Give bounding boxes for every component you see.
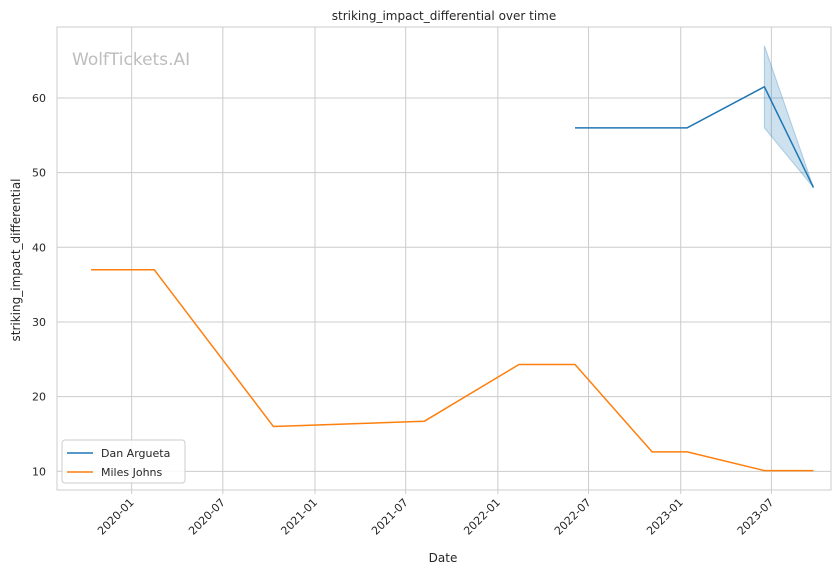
x-tick-label: 2022-01 [461,496,503,538]
watermark-text: WolfTickets.AI [72,50,190,70]
x-tick-label: 2021-01 [278,496,320,538]
y-tick-label: 40 [32,241,46,254]
y-tick-label: 10 [32,465,46,478]
y-tick-label: 60 [32,92,46,105]
series-lines [91,85,815,472]
series-line-0 [575,85,815,188]
x-axis-title: Date [429,551,458,565]
x-tick-label: 2021-07 [369,496,411,538]
plot-area [56,26,832,491]
grid-lines [57,27,831,490]
y-tick-label: 30 [32,316,46,329]
x-tick-label: 2020-07 [186,496,228,538]
y-axis-ticks: 10 20 30 40 50 60 [32,92,46,478]
y-tick-label: 20 [32,391,46,404]
y-tick-label: 50 [32,167,46,180]
x-tick-label: 2022-07 [552,496,594,538]
y-axis-title: striking_impact_differential [9,178,23,341]
x-tick-label: 2020-01 [95,496,137,538]
series-line-1 [91,268,814,472]
x-tick-label: 2023-07 [735,496,777,538]
legend-label: Dan Argueta [101,447,170,460]
chart-title: striking_impact_differential over time [332,9,557,23]
x-axis-ticks: 2020-01 2020-07 2021-01 2021-07 2022-01 2022-… [95,490,777,538]
legend-label: Miles Johns [101,466,163,479]
legend: Dan Argueta Miles Johns [61,439,186,484]
x-tick-label: 2023-01 [644,496,686,538]
